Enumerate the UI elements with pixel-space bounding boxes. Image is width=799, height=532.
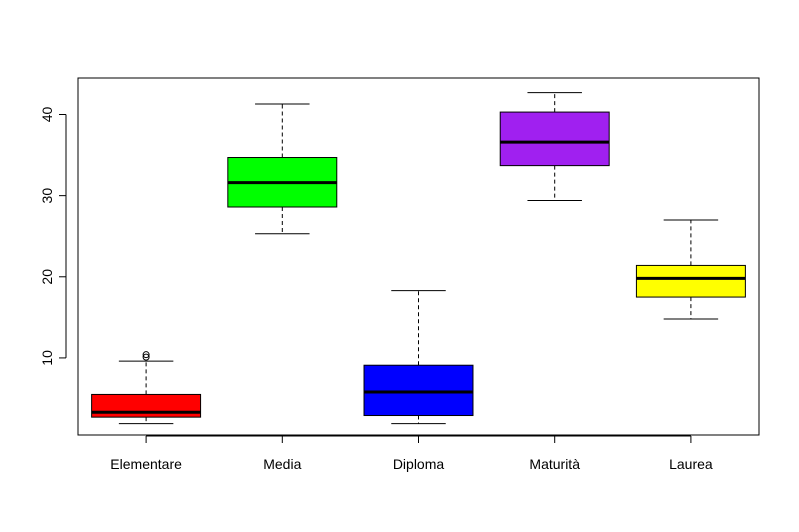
x-tick-label: Media: [263, 456, 301, 472]
x-tick-label: Laurea: [669, 456, 713, 472]
box-maturità: [499, 92, 610, 202]
y-tick-label: 30: [39, 188, 55, 204]
x-axis: Elementare Media Diploma Maturità Laurea: [110, 435, 713, 472]
iqr-box: [635, 264, 746, 298]
box-diploma: [363, 290, 474, 425]
y-tick-label: 10: [39, 350, 55, 366]
y-axis: 10 20 30 40: [39, 107, 67, 366]
x-tick-label: Diploma: [393, 456, 445, 472]
box-media: [227, 103, 338, 235]
x-tick-label: Elementare: [110, 456, 182, 472]
iqr-box: [363, 364, 474, 417]
iqr-box: [499, 111, 610, 167]
box-laurea: [635, 219, 746, 320]
y-tick-label: 40: [39, 107, 55, 123]
outlier-point: [142, 351, 150, 359]
x-tick-label: Maturità: [529, 456, 580, 472]
y-tick-label: 20: [39, 269, 55, 285]
box-elementare: [91, 351, 202, 425]
plot-frame: [77, 77, 760, 436]
outlier-point: [142, 353, 150, 361]
boxes-group: [91, 92, 746, 425]
